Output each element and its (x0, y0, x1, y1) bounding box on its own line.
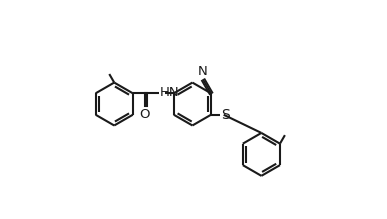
Text: N: N (197, 65, 207, 78)
Text: O: O (140, 108, 150, 121)
Text: S: S (221, 108, 229, 122)
Text: HN: HN (160, 86, 180, 99)
